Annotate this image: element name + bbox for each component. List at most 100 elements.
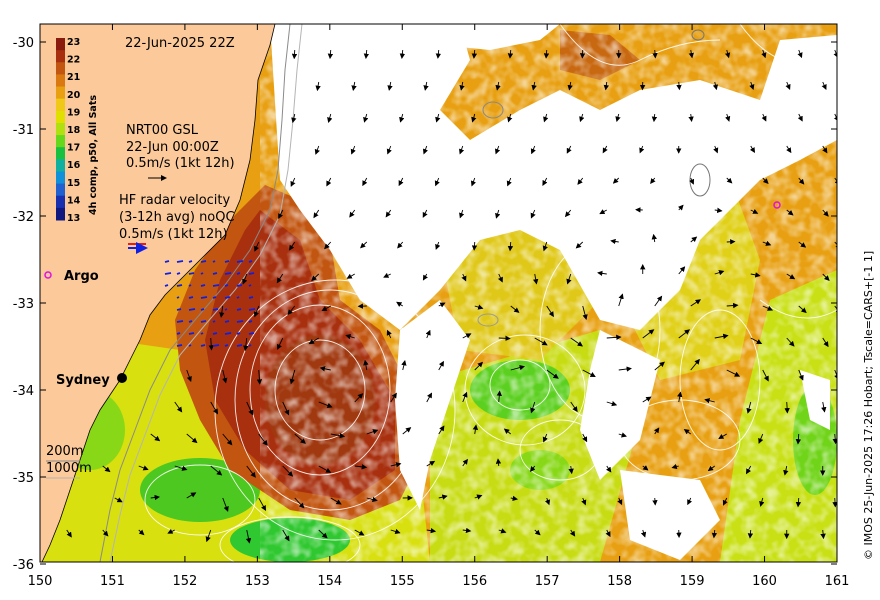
velocity-arrow bbox=[798, 305, 807, 314]
velocity-arrow bbox=[713, 145, 719, 154]
x-tick-label: 154 bbox=[317, 574, 342, 589]
hf-radar-arrow bbox=[188, 332, 195, 335]
velocity-arrow bbox=[786, 209, 794, 216]
velocity-arrow bbox=[834, 177, 837, 186]
velocity-arrow bbox=[462, 333, 472, 339]
velocity-arrow bbox=[174, 465, 188, 471]
hf-radar-arrow bbox=[200, 308, 205, 311]
hf-radar-arrow bbox=[176, 272, 181, 275]
hf-radar-arrow bbox=[248, 284, 252, 287]
hf-radar-arrow bbox=[188, 308, 196, 311]
velocity-arrow bbox=[798, 369, 804, 381]
velocity-arrow bbox=[577, 177, 584, 185]
velocity-arrow bbox=[690, 236, 698, 243]
velocity-arrow bbox=[833, 49, 837, 59]
velocity-arrow bbox=[435, 241, 441, 250]
hf-radar-arrow bbox=[176, 308, 182, 311]
velocity-arrow bbox=[642, 329, 655, 339]
velocity-arrow bbox=[308, 337, 319, 345]
velocity-arrow bbox=[606, 401, 618, 407]
velocity-arrow bbox=[390, 392, 397, 403]
velocity-arrow bbox=[704, 398, 715, 404]
hf-radar-arrow bbox=[176, 332, 181, 335]
hf-radar-arrow bbox=[224, 308, 228, 311]
hf-radar-arrow bbox=[236, 308, 242, 311]
velocity-arrow bbox=[615, 113, 621, 123]
argo-legend-marker bbox=[44, 271, 52, 279]
velocity-arrow bbox=[282, 401, 290, 416]
colorbar-tick-label: 23 bbox=[67, 37, 80, 48]
hf-legend-line2: (3-12h avg) noQC bbox=[119, 210, 235, 225]
velocity-arrow bbox=[718, 433, 727, 440]
colorbar-tick-label: 13 bbox=[67, 213, 80, 224]
hf-radar-arrow bbox=[224, 320, 230, 323]
velocity-arrow bbox=[311, 273, 320, 282]
hf-radar-arrow bbox=[248, 308, 256, 311]
velocity-arrow bbox=[640, 529, 647, 538]
hf-radar-arrow bbox=[224, 344, 229, 347]
velocity-arrow bbox=[254, 241, 260, 252]
velocity-arrow bbox=[494, 145, 501, 155]
velocity-arrow bbox=[346, 273, 355, 279]
velocity-arrow bbox=[745, 465, 752, 475]
velocity-arrow bbox=[654, 295, 663, 307]
velocity-arrow bbox=[542, 177, 548, 186]
velocity-arrow bbox=[567, 81, 573, 91]
velocity-arrow bbox=[383, 272, 391, 278]
velocity-arrow bbox=[498, 335, 511, 342]
cloud-speckle bbox=[260, 24, 837, 562]
velocity-arrow bbox=[222, 369, 228, 384]
velocity-arrow bbox=[462, 527, 472, 534]
velocity-arrow bbox=[602, 145, 608, 154]
velocity-arrow bbox=[208, 337, 214, 351]
hf-radar-arrow bbox=[248, 344, 252, 347]
seamount-contour bbox=[482, 101, 504, 119]
velocity-arrow bbox=[422, 145, 428, 155]
velocity-arrow bbox=[253, 305, 260, 318]
hf-radar-arrow bbox=[188, 296, 194, 299]
velocity-arrow bbox=[114, 497, 123, 503]
velocity-arrow bbox=[798, 241, 807, 248]
colorbar-swatch bbox=[56, 98, 65, 112]
colorbar-tick-label: 14 bbox=[67, 195, 81, 206]
velocity-arrow bbox=[362, 177, 368, 187]
velocity-arrow bbox=[363, 359, 369, 371]
velocity-arrow bbox=[426, 460, 436, 467]
velocity-arrow bbox=[222, 497, 229, 512]
velocity-arrow bbox=[529, 465, 536, 472]
velocity-arrow bbox=[318, 465, 332, 473]
velocity-arrow bbox=[784, 401, 790, 414]
x-tick-label: 157 bbox=[535, 574, 560, 589]
hf-radar-arrow bbox=[176, 284, 183, 287]
velocity-arrow bbox=[210, 465, 223, 476]
velocity-arrow bbox=[543, 113, 549, 123]
velocity-arrow bbox=[314, 145, 320, 155]
velocity-arrow bbox=[603, 81, 609, 91]
velocity-arrow bbox=[762, 177, 769, 184]
velocity-arrow bbox=[349, 209, 356, 218]
velocity-arrow bbox=[459, 81, 465, 91]
velocity-arrow bbox=[546, 305, 554, 318]
hf-radar-arrow bbox=[176, 320, 184, 323]
velocity-arrow bbox=[326, 177, 332, 187]
velocity-arrow bbox=[354, 464, 368, 470]
velocity-arrow bbox=[507, 113, 513, 123]
velocity-arrow bbox=[761, 49, 767, 59]
velocity-arrow bbox=[313, 209, 320, 219]
velocity-arrow bbox=[531, 81, 537, 91]
velocity-arrow bbox=[677, 391, 683, 403]
velocity-arrow bbox=[570, 401, 578, 413]
velocity-arrow bbox=[707, 465, 716, 472]
velocity-arrow bbox=[786, 273, 796, 280]
velocity-arrow bbox=[360, 241, 368, 249]
velocity-arrow bbox=[797, 113, 803, 122]
hf-radar-arrow bbox=[200, 284, 206, 287]
velocity-arrow bbox=[330, 497, 342, 505]
velocity-arrow bbox=[534, 529, 541, 536]
velocity-arrow bbox=[366, 429, 379, 435]
hf-radar-arrow bbox=[236, 260, 244, 263]
velocity-arrow bbox=[222, 433, 233, 446]
velocity-arrow bbox=[724, 49, 731, 59]
velocity-arrow bbox=[652, 49, 658, 59]
velocity-arrow bbox=[534, 337, 548, 346]
